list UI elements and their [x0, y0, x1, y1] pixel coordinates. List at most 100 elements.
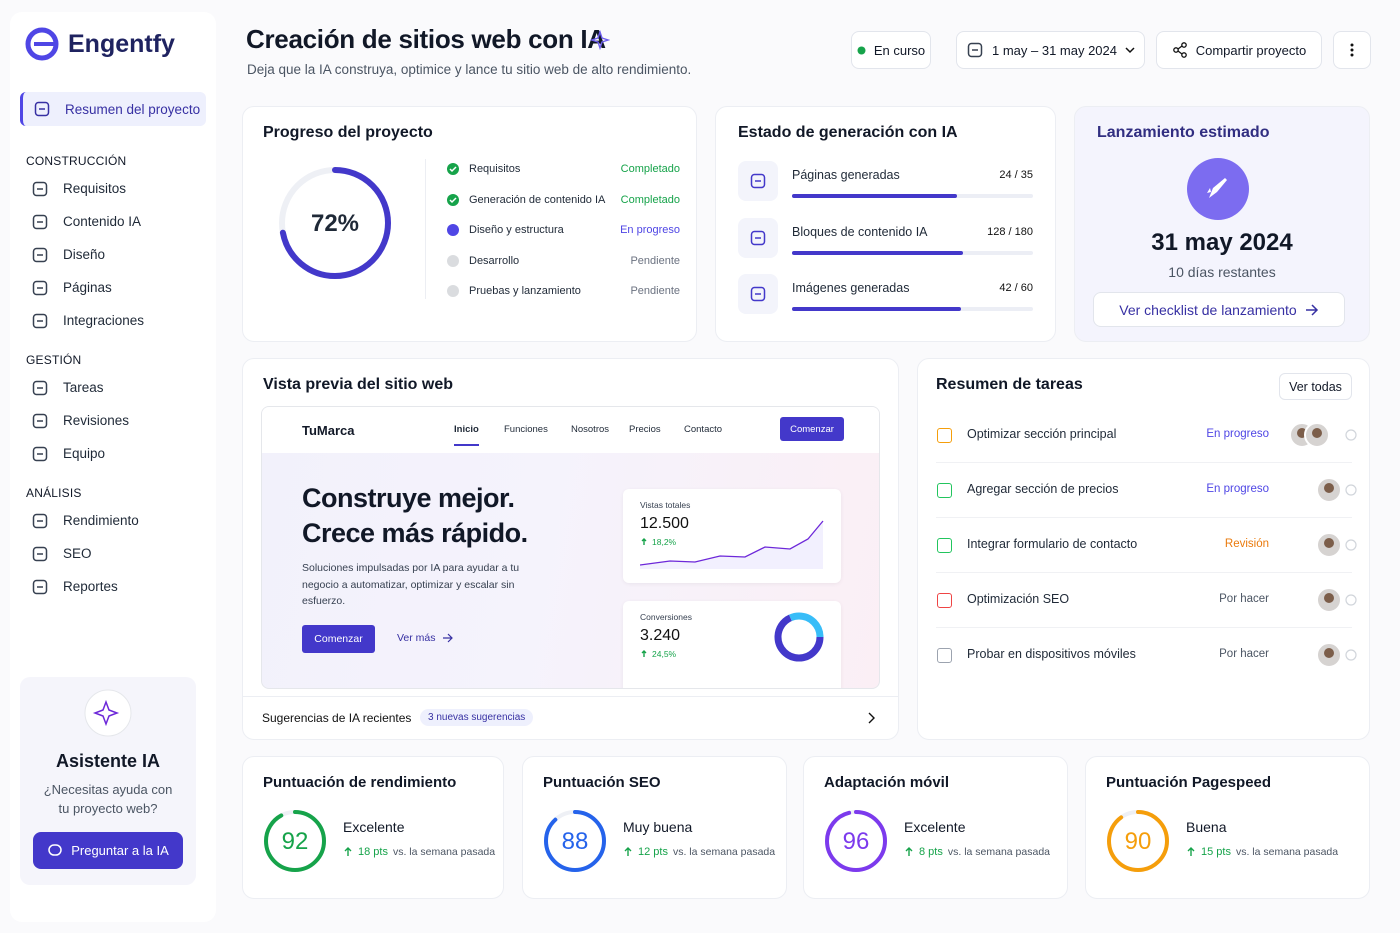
- icon-shape: [32, 446, 48, 461]
- site-nav-link[interactable]: Funciones: [504, 424, 548, 435]
- page-title: Creación de sitios web con IA: [246, 24, 606, 54]
- radio: [1345, 484, 1357, 496]
- site-nav-link[interactable]: Contacto: [684, 424, 723, 435]
- item-name: Páginas generadas: [792, 168, 900, 182]
- spark-area: [640, 521, 823, 569]
- nav-item[interactable]: Rendimiento: [10, 504, 216, 537]
- site-nav-link[interactable]: Nosotros: [571, 424, 610, 435]
- launch-card: Lanzamiento estimado 31 may 2024 10 días r…: [1074, 106, 1370, 342]
- item-count: 24 / 35: [999, 169, 1033, 181]
- delta-value: 8 pts: [919, 846, 943, 858]
- row-divider: [936, 462, 1352, 463]
- node: [1172, 47, 1179, 53]
- score-title: Puntuación SEO: [543, 774, 661, 791]
- chevron: [868, 712, 875, 724]
- site-nav-link[interactable]: Inicio: [454, 424, 479, 446]
- step-row: Desarrollo Pendiente: [446, 251, 680, 271]
- score-card: Puntuación SEO 88 Muy buena 12 pts vs. la se…: [522, 756, 787, 899]
- nav-item-active[interactable]: Resumen del proyecto: [20, 92, 206, 126]
- generation-card: Estado de generación con IA Páginas gener…: [715, 106, 1056, 342]
- icon: [1172, 42, 1187, 58]
- icon-shape: [32, 546, 48, 561]
- nav-label: Equipo: [63, 446, 106, 461]
- step-name: Generación de contenido IA: [469, 193, 606, 206]
- stat-change: 24,5%: [640, 649, 676, 659]
- nav-item[interactable]: Reportes: [10, 570, 216, 603]
- assistant-title: Asistente IA: [55, 751, 161, 771]
- icon: [32, 446, 48, 461]
- item-icon: [738, 161, 778, 201]
- task-status: Por hacer: [1219, 648, 1269, 660]
- site-frame: TuMarca Inicio Funciones Nosotros Precios Con…: [261, 406, 880, 689]
- task-checkbox[interactable]: [937, 593, 952, 608]
- radio-circle: [1345, 539, 1357, 551]
- stat-card: Conversiones 3.240 24,5%: [623, 601, 841, 688]
- score-card: Adaptación móvil 96 Excelente 8 pts vs. la s…: [803, 756, 1068, 899]
- change-label: 24,5%: [652, 649, 677, 659]
- icon: [34, 101, 50, 117]
- icon: [32, 247, 48, 262]
- item-count: 42 / 60: [999, 282, 1033, 294]
- status-button[interactable]: En curso: [851, 31, 931, 69]
- nav-item[interactable]: Tareas: [10, 371, 216, 404]
- nav-item[interactable]: Requisitos: [10, 172, 216, 205]
- score-ring: 92: [263, 809, 327, 873]
- site-cta[interactable]: Comenzar: [780, 417, 844, 441]
- progress-ring: 72%: [277, 165, 393, 281]
- suggestions-label: Sugerencias de IA recientes: [262, 711, 412, 725]
- stat-card: Vistas totales 12.500 18,2%: [623, 489, 841, 583]
- tasks-card: Resumen de tareas Ver todas Optimizar secc…: [917, 358, 1370, 740]
- icon: [750, 230, 766, 245]
- item-name: Imágenes generadas: [792, 281, 910, 295]
- donut: [774, 612, 824, 662]
- date-button[interactable]: 1 may – 31 may 2024: [956, 31, 1145, 69]
- site-secondary[interactable]: Ver más: [397, 632, 453, 644]
- radio: [1345, 594, 1357, 606]
- launch-button[interactable]: Ver checklist de lanzamiento: [1093, 292, 1345, 327]
- nav-item[interactable]: Diseño: [10, 238, 216, 271]
- site-primary[interactable]: Comenzar: [302, 625, 375, 653]
- step-icon: [447, 285, 459, 297]
- more-button[interactable]: [1333, 31, 1371, 69]
- bar-fill: [792, 194, 958, 198]
- nav-item[interactable]: Integraciones: [10, 304, 216, 337]
- icon: [447, 224, 459, 236]
- item-icon: [738, 217, 778, 258]
- step-row: Pruebas y lanzamiento Pendiente: [446, 281, 680, 301]
- preview-card: Vista previa del sitio web TuMarca Inicio F…: [242, 358, 899, 740]
- status-dot: [857, 46, 866, 54]
- icon-shape: [967, 42, 983, 58]
- card-title: Lanzamiento estimado: [1097, 124, 1270, 141]
- score-delta: 12 pts vs. la semana pasada: [623, 846, 775, 858]
- ring: [825, 810, 887, 872]
- nav-item[interactable]: Equipo: [10, 437, 216, 470]
- task-checkbox[interactable]: [937, 538, 952, 553]
- nav-item[interactable]: Revisiones: [10, 404, 216, 437]
- view-all-button[interactable]: Ver todas: [1279, 373, 1352, 400]
- icon: [32, 214, 48, 229]
- nav-label: Reportes: [63, 579, 118, 594]
- task-checkbox[interactable]: [937, 428, 952, 443]
- assistant-button[interactable]: Preguntar a la IA: [33, 832, 183, 869]
- icon: [447, 254, 459, 267]
- nav-item[interactable]: Páginas: [10, 271, 216, 304]
- site-nav-link[interactable]: Precios: [629, 424, 661, 435]
- task-checkbox[interactable]: [937, 648, 952, 663]
- radio-circle: [1345, 594, 1357, 606]
- section-title: GESTIÓN: [26, 353, 82, 367]
- assistant-card: Asistente IA ¿Necesitas ayuda con tu proy…: [20, 677, 196, 885]
- nav-item[interactable]: Contenido IA: [10, 205, 216, 238]
- card-title: Vista previa del sitio web: [263, 376, 453, 393]
- share-button[interactable]: Compartir proyecto: [1156, 31, 1322, 69]
- stat-label: Conversiones: [640, 612, 692, 622]
- dot: [1350, 43, 1354, 47]
- icon: [750, 173, 766, 189]
- arrow: [905, 847, 913, 856]
- task-checkbox[interactable]: [937, 483, 952, 498]
- icon: [442, 633, 453, 643]
- step-row: Diseño y estructura En progreso: [446, 220, 680, 240]
- item-icon: [738, 274, 778, 314]
- nav-item[interactable]: SEO: [10, 537, 216, 570]
- icon-shape: [32, 413, 48, 428]
